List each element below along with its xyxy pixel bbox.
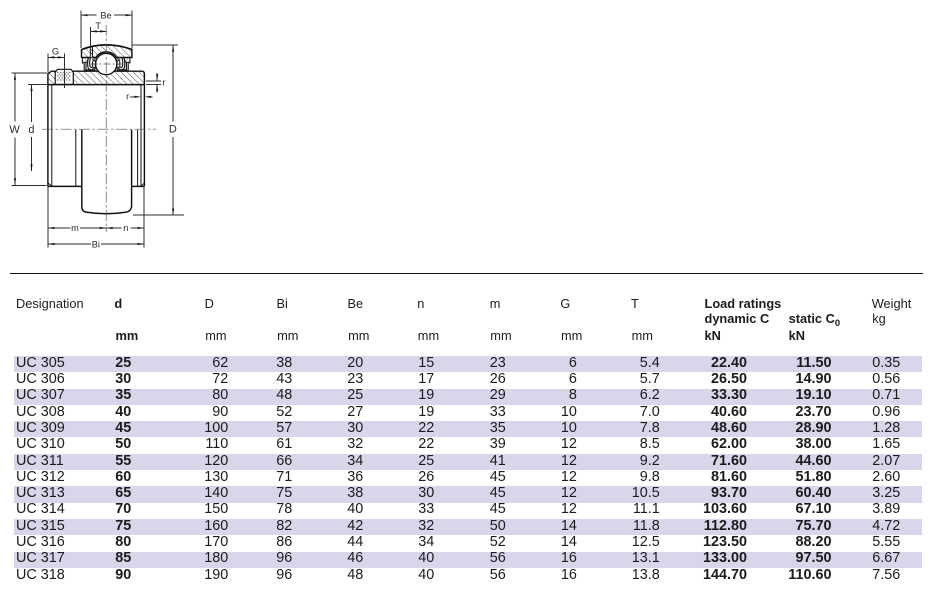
- svg-text:Be: Be: [100, 11, 111, 21]
- svg-text:W: W: [9, 124, 20, 136]
- svg-text:r: r: [126, 91, 129, 101]
- svg-text:D: D: [169, 123, 177, 135]
- svg-text:Bi: Bi: [92, 239, 100, 249]
- svg-text:T: T: [95, 21, 101, 31]
- svg-text:m: m: [71, 223, 79, 233]
- svg-text:G: G: [52, 46, 59, 56]
- svg-text:d: d: [28, 124, 34, 136]
- svg-text:r: r: [162, 78, 165, 88]
- svg-text:n: n: [123, 223, 128, 233]
